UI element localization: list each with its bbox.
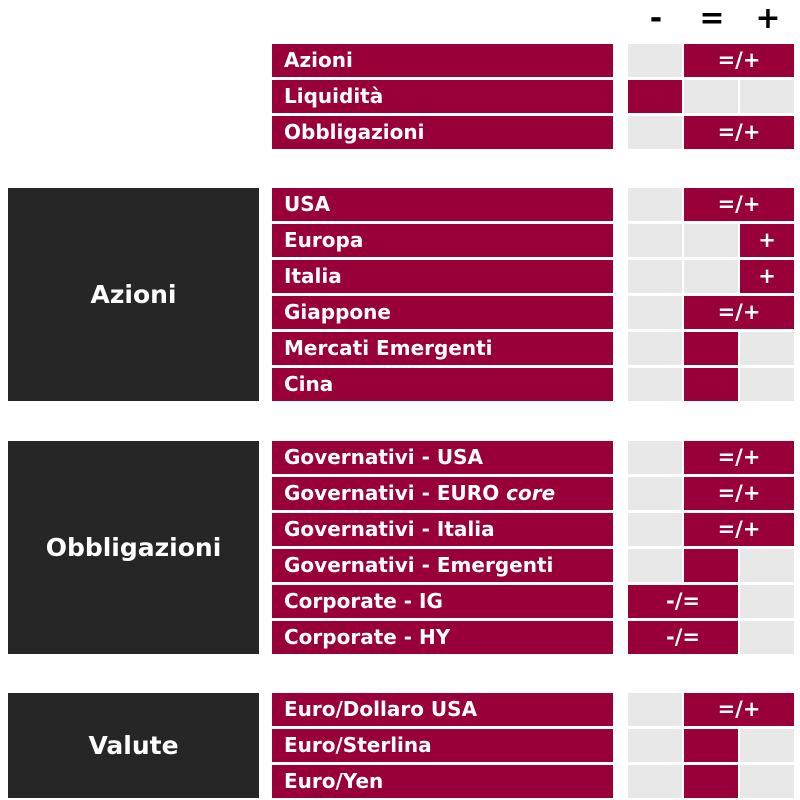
rating-bar: =/+ — [684, 116, 794, 149]
row-label-italic: core — [506, 481, 556, 505]
row-label-text: Giappone — [284, 300, 391, 324]
row-label: Azioni — [272, 44, 613, 77]
row-label-text: Governativi - EURO — [284, 481, 500, 505]
row-label-text: Azioni — [284, 48, 353, 72]
rating-cell — [628, 116, 682, 149]
row-label-text: Cina — [284, 372, 334, 396]
row-label: Giappone — [272, 296, 613, 329]
rating-cell — [628, 332, 682, 365]
row-label-text: Corporate - HY — [284, 625, 451, 649]
row-label: USA — [272, 188, 613, 221]
row-label-text: Governativi - Emergenti — [284, 553, 554, 577]
rating-cell — [628, 368, 682, 401]
rating-cell — [684, 80, 738, 113]
group-label: Valute — [8, 693, 259, 798]
row-label-text: Corporate - IG — [284, 589, 443, 613]
rating-cell — [628, 513, 682, 546]
row-label-text: Obbligazioni — [284, 120, 425, 144]
row-label: Mercati Emergenti — [272, 332, 613, 365]
rating-cell — [628, 441, 682, 474]
rating-cell — [628, 224, 682, 257]
rating-cell — [628, 765, 682, 798]
rating-bar — [684, 368, 738, 401]
row-label-text: Governativi - USA — [284, 445, 484, 469]
rating-bar: -/= — [628, 621, 738, 654]
rating-bar: + — [740, 224, 794, 257]
rating-cell — [740, 621, 794, 654]
rating-bar: -/= — [628, 585, 738, 618]
row-label-text: Italia — [284, 264, 342, 288]
rating-cell — [740, 368, 794, 401]
rating-bar: =/+ — [684, 296, 794, 329]
rating-bar — [684, 729, 738, 762]
rating-bar: =/+ — [684, 188, 794, 221]
rating-cell — [740, 765, 794, 798]
row-label: Governativi - EURO core — [272, 477, 613, 510]
rating-cell — [628, 477, 682, 510]
rating-cell — [740, 80, 794, 113]
rating-bar: =/+ — [684, 441, 794, 474]
rating-cell — [684, 260, 738, 293]
rating-bar — [628, 80, 682, 113]
row-label: Italia — [272, 260, 613, 293]
row-label: Governativi - Emergenti — [272, 549, 613, 582]
header-minus: - — [649, 1, 663, 36]
rating-bar: + — [740, 260, 794, 293]
rating-cell — [628, 693, 682, 726]
group-label: Obbligazioni — [8, 441, 259, 654]
header-equal: = — [699, 1, 725, 36]
row-label-text: Liquidità — [284, 84, 384, 108]
header-plus: + — [755, 1, 781, 36]
row-label-text: USA — [284, 192, 331, 216]
row-label: Liquidità — [272, 80, 613, 113]
row-label: Governativi - USA — [272, 441, 613, 474]
rating-cell — [628, 188, 682, 221]
rating-cell — [684, 224, 738, 257]
rating-cell — [628, 296, 682, 329]
rating-cell — [740, 332, 794, 365]
row-label: Corporate - HY — [272, 621, 613, 654]
row-label: Euro/Yen — [272, 765, 613, 798]
rating-bar: =/+ — [684, 693, 794, 726]
rating-cell — [628, 44, 682, 77]
row-label-text: Mercati Emergenti — [284, 336, 493, 360]
rating-bar: =/+ — [684, 513, 794, 546]
row-label-text: Governativi - Italia — [284, 517, 495, 541]
rating-bar: =/+ — [684, 477, 794, 510]
rating-cell — [740, 549, 794, 582]
rating-bar — [684, 549, 738, 582]
rating-cell — [740, 729, 794, 762]
rating-bar — [684, 332, 738, 365]
row-label: Euro/Dollaro USA — [272, 693, 613, 726]
rating-cell — [628, 729, 682, 762]
row-label-text: Europa — [284, 228, 364, 252]
rating-cell — [628, 260, 682, 293]
row-label: Governativi - Italia — [272, 513, 613, 546]
row-label: Corporate - IG — [272, 585, 613, 618]
row-label: Euro/Sterlina — [272, 729, 613, 762]
row-label: Obbligazioni — [272, 116, 613, 149]
row-label-text: Euro/Dollaro USA — [284, 697, 478, 721]
rating-cell — [628, 549, 682, 582]
rating-bar — [684, 765, 738, 798]
row-label: Europa — [272, 224, 613, 257]
row-label-text: Euro/Yen — [284, 769, 384, 793]
row-label: Cina — [272, 368, 613, 401]
rating-cell — [740, 585, 794, 618]
row-label-text: Euro/Sterlina — [284, 733, 432, 757]
group-label: Azioni — [8, 188, 259, 401]
rating-bar: =/+ — [684, 44, 794, 77]
